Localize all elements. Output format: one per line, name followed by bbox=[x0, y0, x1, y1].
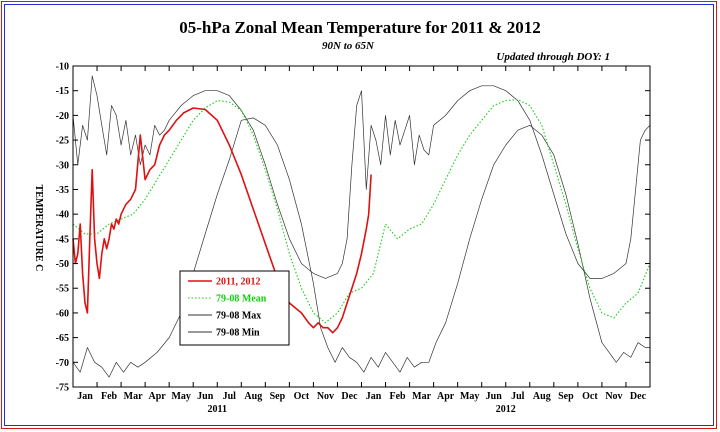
y-tick-label: -55 bbox=[56, 284, 69, 295]
x-tick-label: Oct bbox=[582, 391, 598, 402]
x-axis: Jan Feb Mar Apr May Jun Jul Aug Sep Oct Nov Dec Jan F… bbox=[72, 66, 651, 415]
legend-label: 79-08 Min bbox=[216, 328, 260, 339]
y-tick-label: -70 bbox=[56, 358, 69, 369]
x-tick-label: Apr bbox=[437, 391, 455, 402]
x-tick-label: Feb bbox=[101, 391, 118, 402]
x-tick-label: Sep bbox=[558, 391, 574, 402]
updated-label: Updated through DOY: 1 bbox=[496, 51, 610, 63]
x-tick-label: May bbox=[460, 391, 479, 402]
y-tick-label: -50 bbox=[56, 259, 69, 270]
x-tick-label: Jul bbox=[223, 391, 237, 402]
series-layer bbox=[72, 75, 651, 378]
x-tick-label: Oct bbox=[294, 391, 310, 402]
x-tick-label: Jul bbox=[511, 391, 525, 402]
x-tick-label: Dec bbox=[630, 391, 647, 402]
y-axis: -10 -15 -20 -25 -30 -35 -40 -45 -50 -55 -60 -65 -70 -… bbox=[56, 62, 650, 394]
x-tick-label: Dec bbox=[341, 391, 358, 402]
y-tick-label: -40 bbox=[56, 210, 69, 221]
y-tick-label: -30 bbox=[56, 160, 69, 171]
y-tick-label: -35 bbox=[56, 185, 69, 196]
y-tick-label: -75 bbox=[56, 383, 69, 394]
x-tick-label: Mar bbox=[412, 391, 431, 402]
chart-subtitle: 90N to 65N bbox=[322, 40, 375, 52]
x-tick-label: Nov bbox=[317, 391, 334, 402]
chart-title: 05-hPa Zonal Mean Temperature for 2011 &… bbox=[179, 18, 541, 37]
x-tick-label: Jan bbox=[366, 391, 382, 402]
x-tick-label: Jun bbox=[197, 391, 214, 402]
year-label: 2011 bbox=[208, 404, 227, 415]
x-tick-label: May bbox=[171, 391, 190, 402]
legend-label: 79-08 Mean bbox=[216, 294, 267, 305]
max-series-line bbox=[72, 75, 651, 279]
y-tick-label: -45 bbox=[56, 234, 69, 245]
legend-label: 2011, 2012 bbox=[216, 277, 260, 288]
x-tick-label: Apr bbox=[149, 391, 167, 402]
x-tick-label: Sep bbox=[270, 391, 286, 402]
y-axis-label: TEMPERATURE C bbox=[33, 185, 44, 272]
y-tick-label: -65 bbox=[56, 333, 69, 344]
y-tick-label: -15 bbox=[56, 86, 69, 97]
y-tick-label: -10 bbox=[56, 62, 69, 73]
year-label: 2012 bbox=[496, 404, 516, 415]
inner-frame bbox=[4, 4, 714, 426]
x-tick-label: Jun bbox=[486, 391, 503, 402]
mean-series-line bbox=[72, 99, 651, 324]
y-tick-label: -60 bbox=[56, 308, 69, 319]
x-tick-label: Feb bbox=[390, 391, 407, 402]
legend-box bbox=[179, 270, 290, 346]
x-tick-label: Jan bbox=[77, 391, 93, 402]
x-tick-label: Aug bbox=[533, 391, 551, 402]
observed-series-line bbox=[72, 107, 372, 334]
min-series-line bbox=[72, 117, 650, 378]
legend-label: 79-08 Max bbox=[216, 311, 261, 322]
x-tick-label: Mar bbox=[124, 391, 143, 402]
y-tick-label: -20 bbox=[56, 111, 69, 122]
x-tick-label: Nov bbox=[605, 391, 622, 402]
legend: 2011, 2012 79-08 Mean 79-08 Max 79-08 Min bbox=[179, 270, 290, 346]
x-tick-label: Aug bbox=[244, 391, 262, 402]
y-tick-label: -25 bbox=[56, 136, 69, 147]
